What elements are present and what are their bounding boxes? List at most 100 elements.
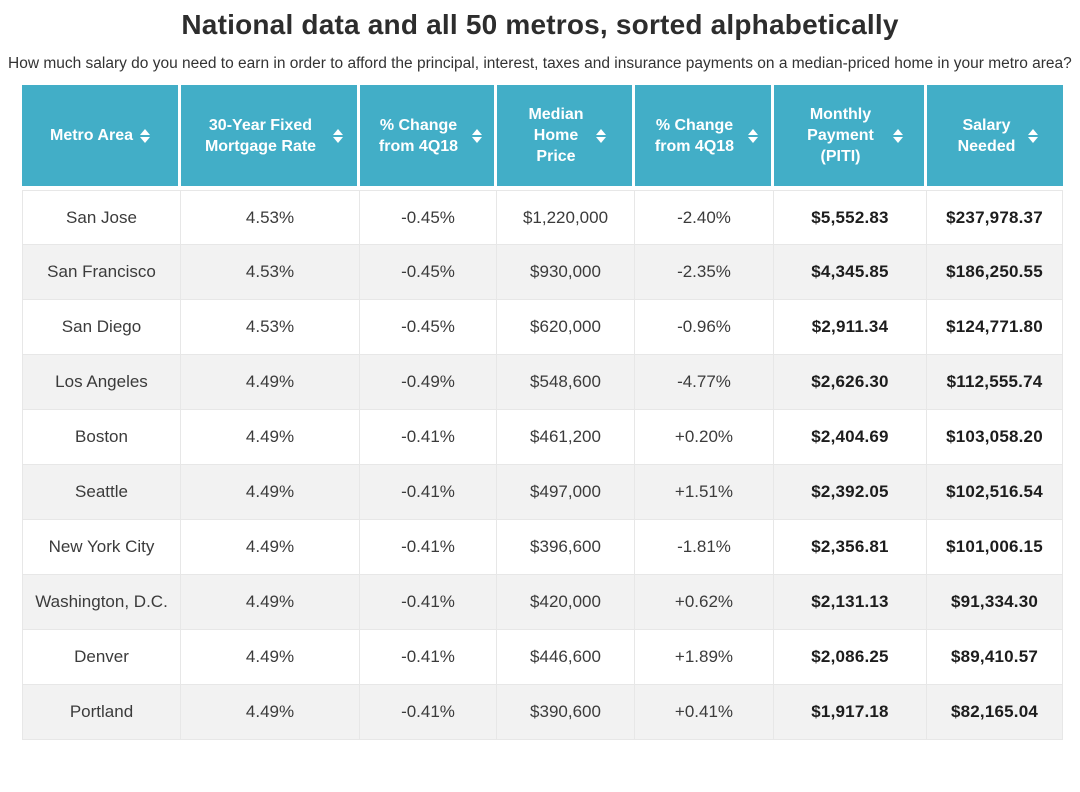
cell-rate-change: -0.41%: [360, 630, 497, 685]
column-header-content: Median Home Price: [503, 104, 626, 167]
cell-price-change: -0.96%: [635, 300, 774, 355]
table-row: Washington, D.C. 4.49% -0.41% $420,000 +0.62…: [22, 575, 1063, 630]
cell-price-change: +0.62%: [635, 575, 774, 630]
cell-mortgage-rate: 4.53%: [181, 300, 360, 355]
table-row: San Diego 4.53% -0.45% $620,000 -0.96% $2,911…: [22, 300, 1063, 355]
cell-mortgage-rate: 4.53%: [181, 245, 360, 300]
cell-median-price: $1,220,000: [497, 190, 635, 245]
cell-salary-needed: $237,978.37: [927, 190, 1063, 245]
cell-mortgage-rate: 4.49%: [181, 520, 360, 575]
cell-metro-area: San Francisco: [22, 245, 181, 300]
cell-salary-needed: $124,771.80: [927, 300, 1063, 355]
column-header-content: Metro Area: [28, 125, 172, 146]
cell-price-change: +1.89%: [635, 630, 774, 685]
cell-rate-change: -0.41%: [360, 520, 497, 575]
cell-mortgage-rate: 4.53%: [181, 190, 360, 245]
cell-salary-needed: $112,555.74: [927, 355, 1063, 410]
cell-metro-area: New York City: [22, 520, 181, 575]
column-header-content: % Change from 4Q18: [641, 115, 765, 157]
cell-monthly-payment: $1,917.18: [774, 685, 927, 740]
column-header-price-change[interactable]: % Change from 4Q18: [635, 85, 774, 190]
column-header-label: Metro Area: [50, 127, 133, 144]
table-header-row: Metro Area 30-Year Fixed Mortgage Rate % C…: [22, 85, 1063, 190]
cell-price-change: -4.77%: [635, 355, 774, 410]
cell-monthly-payment: $2,086.25: [774, 630, 927, 685]
sort-updown-icon: [892, 128, 903, 143]
cell-monthly-payment: $2,392.05: [774, 465, 927, 520]
cell-monthly-payment: $2,911.34: [774, 300, 927, 355]
table-row: Boston 4.49% -0.41% $461,200 +0.20% $2,404.69…: [22, 410, 1063, 465]
page-title: National data and all 50 metros, sorted …: [181, 9, 899, 40]
table-row: Portland 4.49% -0.41% $390,600 +0.41% $1,917.…: [22, 685, 1063, 740]
cell-salary-needed: $82,165.04: [927, 685, 1063, 740]
cell-price-change: -1.81%: [635, 520, 774, 575]
cell-median-price: $420,000: [497, 575, 635, 630]
cell-median-price: $396,600: [497, 520, 635, 575]
column-header-label: % Change from 4Q18: [654, 116, 735, 155]
cell-rate-change: -0.45%: [360, 245, 497, 300]
cell-monthly-payment: $4,345.85: [774, 245, 927, 300]
cell-salary-needed: $101,006.15: [927, 520, 1063, 575]
cell-metro-area: Boston: [22, 410, 181, 465]
column-header-salary-needed[interactable]: Salary Needed: [927, 85, 1063, 190]
cell-median-price: $548,600: [497, 355, 635, 410]
table-row: San Francisco 4.53% -0.45% $930,000 -2.35% $4…: [22, 245, 1063, 300]
column-header-label: Salary Needed: [957, 116, 1016, 155]
cell-mortgage-rate: 4.49%: [181, 630, 360, 685]
column-header-median-price[interactable]: Median Home Price: [497, 85, 635, 190]
cell-rate-change: -0.45%: [360, 190, 497, 245]
cell-median-price: $461,200: [497, 410, 635, 465]
column-header-label: % Change from 4Q18: [378, 116, 459, 155]
cell-monthly-payment: $2,626.30: [774, 355, 927, 410]
cell-salary-needed: $91,334.30: [927, 575, 1063, 630]
sort-updown-icon: [471, 128, 482, 143]
cell-monthly-payment: $2,356.81: [774, 520, 927, 575]
cell-metro-area: Los Angeles: [22, 355, 181, 410]
cell-metro-area: Seattle: [22, 465, 181, 520]
column-header-content: Monthly Payment (PITI): [780, 104, 918, 167]
sort-updown-icon: [139, 128, 150, 143]
column-header-rate-change[interactable]: % Change from 4Q18: [360, 85, 497, 190]
column-header-label: Monthly Payment (PITI): [807, 106, 874, 165]
column-header-mortgage-rate[interactable]: 30-Year Fixed Mortgage Rate: [181, 85, 360, 190]
column-header-monthly-payment[interactable]: Monthly Payment (PITI): [774, 85, 927, 190]
table-header: Metro Area 30-Year Fixed Mortgage Rate % C…: [22, 85, 1063, 190]
cell-salary-needed: $103,058.20: [927, 410, 1063, 465]
cell-monthly-payment: $2,404.69: [774, 410, 927, 465]
cell-rate-change: -0.41%: [360, 575, 497, 630]
cell-rate-change: -0.41%: [360, 685, 497, 740]
column-header-label: 30-Year Fixed Mortgage Rate: [204, 116, 317, 155]
sort-updown-icon: [747, 128, 758, 143]
cell-monthly-payment: $5,552.83: [774, 190, 927, 245]
cell-salary-needed: $102,516.54: [927, 465, 1063, 520]
cell-median-price: $930,000: [497, 245, 635, 300]
cell-price-change: +0.20%: [635, 410, 774, 465]
column-header-metro-area[interactable]: Metro Area: [22, 85, 181, 190]
table-row: Los Angeles 4.49% -0.49% $548,600 -4.77% $2,6…: [22, 355, 1063, 410]
table-row: San Jose 4.53% -0.45% $1,220,000 -2.40% $5,55…: [22, 190, 1063, 245]
table-body: San Jose 4.53% -0.45% $1,220,000 -2.40% $5,55…: [22, 190, 1063, 740]
cell-rate-change: -0.49%: [360, 355, 497, 410]
sort-updown-icon: [596, 128, 606, 143]
cell-median-price: $446,600: [497, 630, 635, 685]
cell-metro-area: San Diego: [22, 300, 181, 355]
cell-median-price: $620,000: [497, 300, 635, 355]
column-header-label: Median Home Price: [528, 106, 584, 165]
column-header-content: % Change from 4Q18: [366, 115, 488, 157]
cell-metro-area: San Jose: [22, 190, 181, 245]
metro-salary-table: Metro Area 30-Year Fixed Mortgage Rate % C…: [22, 85, 1063, 740]
column-header-content: Salary Needed: [933, 115, 1057, 157]
cell-mortgage-rate: 4.49%: [181, 410, 360, 465]
cell-salary-needed: $186,250.55: [927, 245, 1063, 300]
table-row: Denver 4.49% -0.41% $446,600 +1.89% $2,086.25…: [22, 630, 1063, 685]
page-subtitle: How much salary do you need to earn in o…: [8, 55, 1072, 72]
table-row: Seattle 4.49% -0.41% $497,000 +1.51% $2,392.0…: [22, 465, 1063, 520]
cell-rate-change: -0.41%: [360, 410, 497, 465]
column-header-content: 30-Year Fixed Mortgage Rate: [187, 115, 351, 157]
cell-metro-area: Denver: [22, 630, 181, 685]
table-row: New York City 4.49% -0.41% $396,600 -1.81% $2…: [22, 520, 1063, 575]
cell-mortgage-rate: 4.49%: [181, 575, 360, 630]
cell-metro-area: Washington, D.C.: [22, 575, 181, 630]
cell-rate-change: -0.41%: [360, 465, 497, 520]
cell-salary-needed: $89,410.57: [927, 630, 1063, 685]
